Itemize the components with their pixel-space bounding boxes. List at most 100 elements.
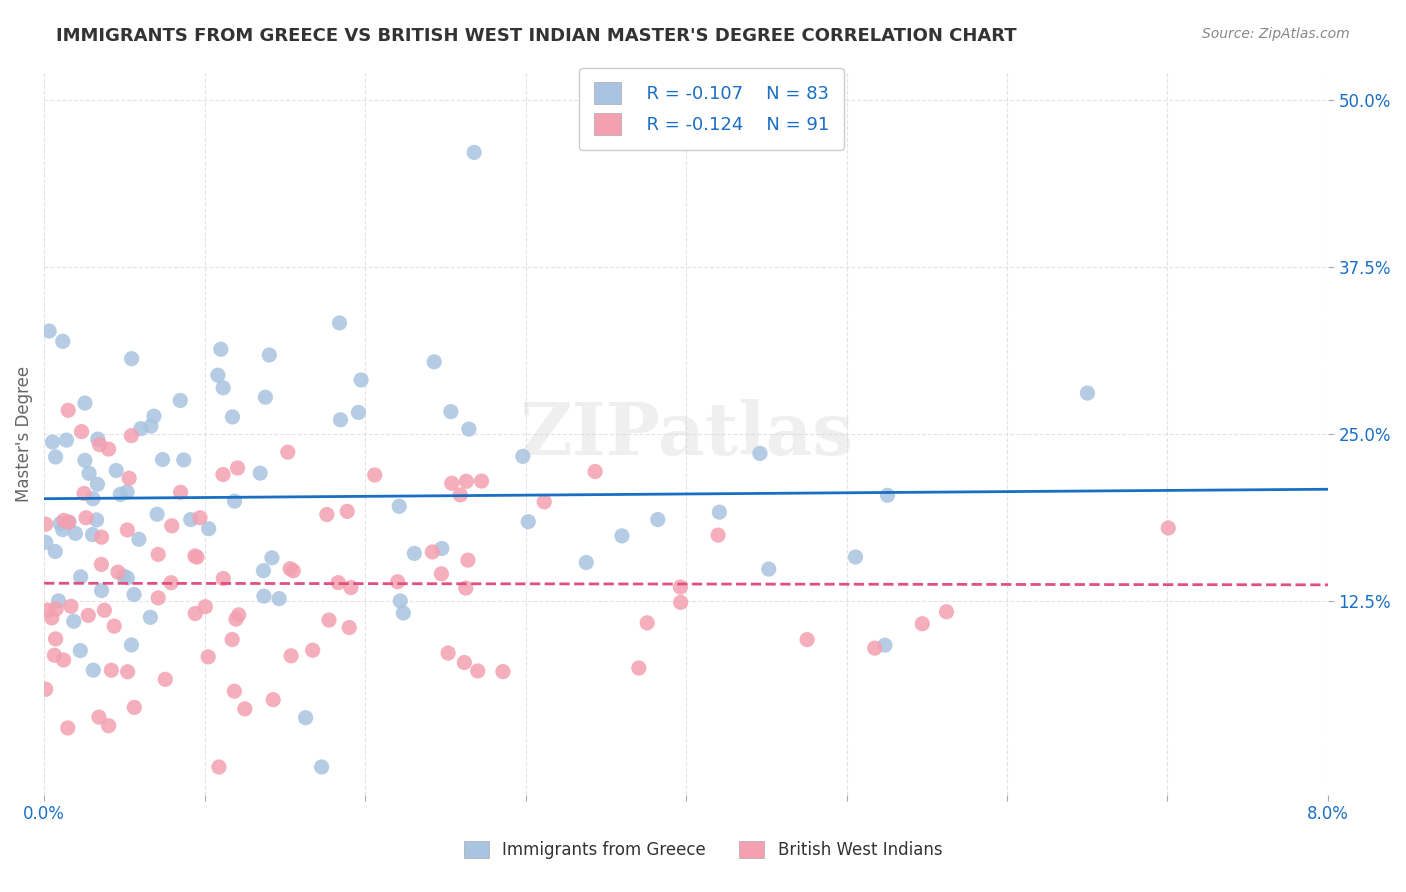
Point	[58, 515, 80, 529]
Point	[467, 664, 489, 678]
Point	[52, 334, 75, 349]
Point	[38, 324, 60, 338]
Point	[44, 544, 66, 558]
Point	[41, 611, 63, 625]
Point	[454, 581, 477, 595]
Point	[77, 467, 100, 481]
Point	[82, 527, 104, 541]
Point	[124, 700, 146, 714]
Point	[121, 351, 143, 366]
Point	[139, 419, 162, 434]
Point	[233, 702, 256, 716]
Point	[128, 533, 150, 547]
Point	[260, 550, 283, 565]
Point	[844, 549, 866, 564]
Point	[100, 663, 122, 677]
Point	[70, 425, 93, 439]
Point	[212, 467, 235, 482]
Point	[212, 381, 235, 395]
Point	[173, 453, 195, 467]
Point	[456, 475, 478, 489]
Point	[512, 450, 534, 464]
Point	[336, 504, 359, 518]
Point	[935, 605, 957, 619]
Point	[56, 403, 79, 417]
Point	[197, 522, 219, 536]
Point	[155, 673, 177, 687]
Point	[62, 615, 84, 629]
Text: IMMIGRANTS FROM GREECE VS BRITISH WEST INDIAN MASTER'S DEGREE CORRELATION CHART: IMMIGRANTS FROM GREECE VS BRITISH WEST I…	[56, 27, 1017, 45]
Point	[41, 435, 63, 450]
Point	[669, 595, 692, 609]
Point	[105, 463, 128, 477]
Point	[259, 348, 281, 362]
Point	[188, 510, 211, 524]
Point	[45, 450, 67, 464]
Point	[492, 665, 515, 679]
Point	[430, 566, 453, 581]
Point	[277, 445, 299, 459]
Point	[610, 529, 633, 543]
Point	[228, 607, 250, 622]
Point	[35, 682, 58, 697]
Point	[169, 393, 191, 408]
Point	[160, 518, 183, 533]
Point	[117, 571, 139, 585]
Point	[253, 589, 276, 603]
Point	[283, 564, 305, 578]
Point	[876, 488, 898, 502]
Point	[636, 615, 658, 630]
Point	[90, 530, 112, 544]
Point	[517, 515, 540, 529]
Point	[52, 513, 75, 527]
Point	[117, 523, 139, 537]
Text: Source: ZipAtlas.com: Source: ZipAtlas.com	[1202, 27, 1350, 41]
Point	[337, 621, 360, 635]
Point	[420, 545, 443, 559]
Point	[148, 591, 170, 605]
Point	[208, 760, 231, 774]
Point	[340, 581, 363, 595]
Point	[48, 594, 70, 608]
Point	[207, 368, 229, 383]
Point	[90, 583, 112, 598]
Point	[221, 409, 243, 424]
Point	[329, 413, 352, 427]
Point	[457, 422, 479, 436]
Point	[533, 495, 555, 509]
Point	[169, 485, 191, 500]
Point	[73, 486, 96, 500]
Point	[863, 641, 886, 656]
Point	[86, 513, 108, 527]
Point	[249, 466, 271, 480]
Point	[52, 653, 75, 667]
Point	[209, 343, 232, 357]
Point	[97, 442, 120, 456]
Point	[65, 526, 87, 541]
Point	[647, 512, 669, 526]
Point	[35, 517, 58, 532]
Point	[122, 587, 145, 601]
Point	[52, 523, 75, 537]
Point	[115, 484, 138, 499]
Point	[583, 465, 606, 479]
Point	[453, 656, 475, 670]
Legend:   R = -0.107    N = 83,   R = -0.124    N = 91: R = -0.107 N = 83, R = -0.124 N = 91	[579, 68, 844, 150]
Point	[449, 488, 471, 502]
Point	[389, 594, 412, 608]
Point	[470, 474, 492, 488]
Point	[142, 409, 165, 424]
Point	[44, 648, 66, 663]
Point	[59, 599, 82, 614]
Point	[301, 643, 323, 657]
Point	[294, 711, 316, 725]
Point	[269, 591, 291, 606]
Point	[56, 721, 79, 735]
Point	[152, 452, 174, 467]
Point	[350, 373, 373, 387]
Point	[103, 619, 125, 633]
Point	[69, 643, 91, 657]
Point	[87, 432, 110, 446]
Point	[278, 562, 301, 576]
Point	[311, 760, 333, 774]
